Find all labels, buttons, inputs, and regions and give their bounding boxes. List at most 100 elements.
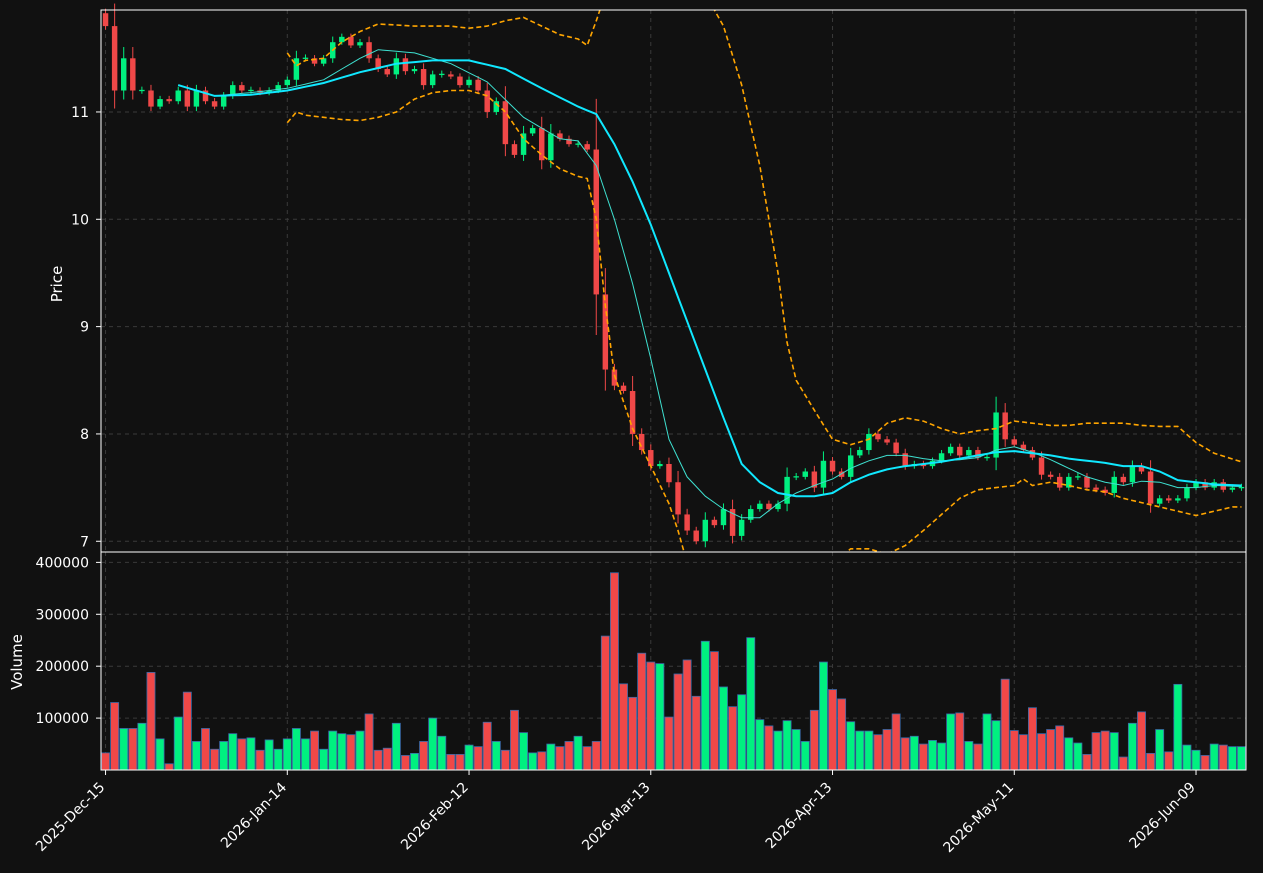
- volume-bar: [337, 733, 347, 771]
- candle-body: [184, 90, 191, 107]
- candle: [1020, 441, 1027, 453]
- candle-body: [993, 412, 999, 458]
- volume-bar: [1109, 732, 1119, 771]
- volume-bar: [1118, 756, 1128, 771]
- candle-body: [484, 90, 490, 112]
- volume-bar: [191, 741, 201, 771]
- candle: [757, 500, 763, 512]
- candle-body: [448, 74, 454, 77]
- volume-bar: [1064, 737, 1074, 771]
- volume-bar: [237, 738, 247, 771]
- volume-bar: [255, 749, 265, 771]
- candle: [148, 84, 154, 112]
- volume-bar: [1182, 744, 1192, 771]
- x-tick-label: 2026-Feb-12: [398, 780, 472, 854]
- candle-body: [420, 69, 427, 86]
- candle-body: [748, 509, 754, 520]
- candle-body: [102, 13, 109, 27]
- price-tick-label: 8: [80, 427, 89, 443]
- candle-body: [439, 73, 445, 76]
- volume-bar: [691, 695, 701, 771]
- candle: [857, 446, 863, 458]
- candle: [666, 457, 672, 488]
- volume-bar: [864, 730, 874, 771]
- volume-bar: [382, 747, 392, 771]
- candle: [1066, 473, 1072, 491]
- candle-body: [520, 133, 527, 155]
- candle: [1129, 460, 1136, 487]
- candle-body: [275, 85, 281, 91]
- volume-bar: [846, 721, 856, 771]
- volume-bar: [373, 749, 383, 771]
- candle-body: [702, 519, 709, 542]
- candle: [130, 47, 136, 100]
- candle-body: [1166, 498, 1172, 501]
- candle: [293, 50, 300, 86]
- candle-body: [957, 446, 963, 456]
- candle-body: [466, 79, 472, 86]
- candle-body: [1084, 476, 1090, 488]
- price-series: [102, 3, 1245, 548]
- volume-bar: [455, 754, 465, 771]
- volume-bar: [146, 672, 156, 771]
- candle-body: [884, 439, 890, 443]
- candle-body: [666, 463, 672, 483]
- volume-bar: [728, 706, 738, 771]
- candle-body: [511, 144, 518, 155]
- candle-body: [611, 369, 618, 386]
- candle-body: [293, 58, 300, 80]
- candle: [439, 70, 445, 78]
- volume-bar: [582, 746, 592, 771]
- candle: [1111, 471, 1117, 498]
- candle-body: [620, 385, 627, 392]
- volume-bar: [591, 741, 601, 771]
- x-tick-label: 2026-May-11: [941, 780, 1018, 857]
- volume-bar: [982, 713, 992, 771]
- x-tick-label: 2026-Jun-09: [1127, 780, 1199, 852]
- candle: [411, 65, 418, 74]
- volume-bar: [837, 698, 847, 771]
- candle-body: [1147, 471, 1154, 504]
- volume-bar: [855, 730, 865, 771]
- lower-band-line: [286, 89, 1242, 552]
- candle-body: [393, 58, 400, 75]
- candle-body: [593, 149, 599, 295]
- candle-body: [111, 26, 118, 91]
- candle-body: [284, 79, 291, 86]
- candle: [1202, 479, 1208, 491]
- candle-body: [1075, 476, 1081, 478]
- candle-body: [130, 58, 136, 91]
- candle: [820, 451, 827, 496]
- volume-bar: [528, 752, 538, 771]
- candle: [175, 86, 181, 105]
- candle-body: [629, 391, 636, 434]
- candle: [375, 54, 381, 73]
- candle: [366, 36, 372, 63]
- candle-body: [239, 85, 245, 91]
- volume-bar: [1155, 729, 1165, 771]
- candle: [320, 55, 327, 67]
- candle-body: [902, 453, 908, 467]
- candle-body: [339, 36, 345, 43]
- x-tick-label: 2025-Dec-15: [33, 780, 108, 855]
- candle-body: [1056, 476, 1063, 488]
- candle: [1075, 473, 1081, 481]
- candle: [784, 467, 790, 512]
- candle: [311, 55, 318, 67]
- volume-bar: [491, 741, 501, 771]
- volume-bar: [909, 735, 919, 771]
- candle: [429, 70, 436, 89]
- volume-bar: [391, 722, 401, 771]
- candle: [1193, 479, 1199, 491]
- candle: [448, 71, 454, 80]
- volume-bar: [573, 735, 583, 771]
- candle-body: [811, 471, 818, 488]
- volume-bar: [110, 702, 120, 771]
- candle-body: [1047, 474, 1054, 477]
- volume-bar: [646, 661, 656, 771]
- candle-body: [1111, 476, 1117, 493]
- candle: [475, 76, 481, 94]
- volume-bar: [619, 683, 628, 771]
- volume-panel-frame: [100, 551, 1247, 771]
- candle: [511, 140, 518, 158]
